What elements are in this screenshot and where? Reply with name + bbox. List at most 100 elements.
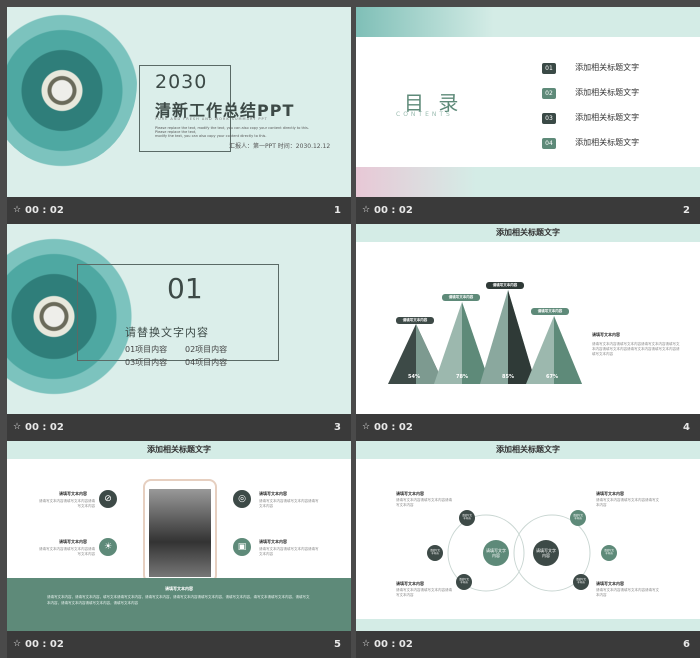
- toc-item[interactable]: 03 添加相关标题文字: [542, 105, 639, 124]
- pyramid-3-shade: [508, 290, 536, 384]
- section-frame: [77, 264, 279, 361]
- feature-circle: ⊘: [99, 490, 117, 508]
- pyramid-percent: 85%: [502, 374, 514, 380]
- center-node-left: [483, 540, 509, 566]
- bottom-panel-text: 请填写文本内容，请填写文本内容，填写文本请填写文本内容，请填写文本内容，请填写文…: [47, 595, 310, 605]
- flower-image: [7, 229, 142, 404]
- toc-item-number: 01: [542, 63, 556, 74]
- center-node-right: [533, 540, 559, 566]
- section-item: 03项目内容: [125, 358, 168, 367]
- slide-5-footer: ☆ 00 : 02 5: [7, 631, 351, 658]
- description-1: Please replace the text, modify the text…: [155, 126, 309, 134]
- toc-subtitle: CONTENTS: [396, 111, 453, 118]
- node-label: 请填写文字内容: [575, 578, 586, 584]
- slide-1-footer: ☆ 00 : 02 1: [7, 197, 351, 224]
- camera-icon: ▣: [237, 542, 247, 552]
- subtitle: PURE AND FRESH AND WORK SUMMARY PPT: [155, 117, 268, 121]
- feature-desc: 请填写文本内容请填写文本内容请填写文本内容: [39, 547, 95, 556]
- toc-item[interactable]: 01 添加相关标题文字: [542, 55, 639, 74]
- section-item: 02项目内容: [185, 345, 228, 354]
- text-block-desc: 请填写文本内容请填写文本内容请填写文本内容: [396, 588, 452, 597]
- feature-desc: 请填写文本内容请填写文本内容请填写文本内容: [259, 547, 319, 556]
- bottom-panel: 请填写文本内容 请填写文本内容，请填写文本内容，填写文本请填写文本内容，请填写文…: [7, 578, 351, 631]
- slide-5-canvas: 添加相关标题文字 ⊘ ☀ ◎ ▣ 请填写文本内容 请填写文本内容请填写文本内容请…: [7, 441, 351, 631]
- slide-timing: 00 : 02: [374, 639, 413, 650]
- feature-circle: ▣: [233, 538, 251, 556]
- slide-4-footer: ☆ 00 : 02 4: [356, 414, 700, 441]
- slide-number: 1: [334, 205, 341, 216]
- ring-right: [513, 514, 591, 592]
- node: [427, 545, 443, 561]
- slide-title: 添加相关标题文字: [356, 441, 700, 459]
- text-block-title: 请填写文本内容: [596, 581, 624, 586]
- year-text: 2030: [155, 71, 208, 93]
- toc-item-label: 添加相关标题文字: [575, 113, 640, 122]
- pyramid-label: 请填写文本内容: [531, 308, 569, 315]
- slide-title: 添加相关标题文字: [356, 224, 700, 242]
- node-label: 请填写文字内容: [603, 549, 614, 555]
- slide-2-footer: ☆ 00 : 02 2: [356, 197, 700, 224]
- pyramid-4-shade: [554, 316, 582, 384]
- star-icon[interactable]: ☆: [13, 422, 22, 432]
- toc-item[interactable]: 02 添加相关标题文字: [542, 80, 639, 99]
- slide-number: 2: [683, 205, 690, 216]
- slide-3-canvas: 01 请替换文字内容 01项目内容 02项目内容 03项目内容 04项目内容: [7, 224, 351, 414]
- slide-timing: 00 : 02: [25, 639, 64, 650]
- bottom-panel-title: 请填写文本内容: [165, 586, 193, 591]
- slide-number: 5: [334, 639, 341, 650]
- node: [601, 545, 617, 561]
- slide-thumbnail-6[interactable]: 添加相关标题文字 请填写文字内容 请填写文字内容 请填写文字内容 请填写文字内容…: [356, 441, 700, 658]
- section-number: 01: [167, 272, 203, 305]
- lightbulb-icon: ☀: [103, 542, 113, 552]
- node-label: 请填写文字内容: [461, 514, 472, 520]
- feature-title: 请填写文本内容: [259, 491, 287, 496]
- no-image-icon: ⊘: [104, 494, 112, 504]
- slide-3-footer: ☆ 00 : 02 3: [7, 414, 351, 441]
- slide-thumbnail-5[interactable]: 添加相关标题文字 ⊘ ☀ ◎ ▣ 请填写文本内容 请填写文本内容请填写文本内容请…: [7, 441, 351, 658]
- text-block-desc: 请填写文本内容请填写文本内容请填写文本内容: [596, 588, 659, 597]
- cycle-diagram: [427, 510, 617, 592]
- slide-title: 添加相关标题文字: [7, 441, 351, 459]
- text-block-title: 请填写文本内容: [596, 491, 624, 496]
- star-icon[interactable]: ☆: [362, 639, 371, 649]
- phone-screen: [149, 489, 211, 577]
- slide-thumbnail-4[interactable]: 添加相关标题文字 请填写文本内容 请填写文本内容 请填写文本内容 请填写文本内容…: [356, 224, 700, 441]
- pyramid-label: 请填写文本内容: [442, 294, 480, 301]
- star-icon[interactable]: ☆: [362, 205, 371, 215]
- pyramid-label: 请填写文本内容: [486, 282, 524, 289]
- center-label: 请填写文字内容: [536, 548, 556, 558]
- side-text-body: 请填写文本内容请填写文本内容请填写文本内容请填写文本内容请填写文本内容请填写文本…: [592, 342, 680, 356]
- pyramid-percent: 54%: [408, 374, 420, 380]
- toc-item[interactable]: 04 添加相关标题文字: [542, 130, 639, 149]
- text-block-title: 请填写文本内容: [396, 581, 424, 586]
- slide-timing: 00 : 02: [374, 205, 413, 216]
- feature-desc: 请填写文本内容请填写文本内容请填写文本内容: [259, 499, 319, 508]
- feature-title: 请填写文本内容: [59, 491, 87, 496]
- toc-item-label: 添加相关标题文字: [575, 138, 640, 147]
- bottom-decor-band: [356, 619, 700, 631]
- slide-number: 3: [334, 422, 341, 433]
- slide-thumbnail-2[interactable]: 目 录 CONTENTS 01 添加相关标题文字 02 添加相关标题文字 03 …: [356, 7, 700, 224]
- bottom-decor-band: [356, 167, 700, 197]
- star-icon[interactable]: ☆: [362, 422, 371, 432]
- star-icon[interactable]: ☆: [13, 205, 22, 215]
- slide-thumbnail-3[interactable]: 01 请替换文字内容 01项目内容 02项目内容 03项目内容 04项目内容 ☆…: [7, 224, 351, 441]
- feature-desc: 请填写文本内容请填写文本内容请填写文本内容: [39, 499, 95, 508]
- section-item: 04项目内容: [185, 358, 228, 367]
- pyramid-label-text: 请填写文本内容: [448, 295, 474, 299]
- node: [573, 574, 589, 590]
- slide-thumbnail-1[interactable]: 2030 清新工作总结PPT PURE AND FRESH AND WORK S…: [7, 7, 351, 224]
- ring-left: [447, 514, 525, 592]
- slide-timing: 00 : 02: [25, 422, 64, 433]
- toc-item-number: 03: [542, 113, 556, 124]
- toc-item-label: 添加相关标题文字: [575, 88, 640, 97]
- toc-title: 目 录: [404, 91, 463, 115]
- pyramid-2-shade: [462, 302, 490, 384]
- pyramid-percent: 78%: [456, 374, 468, 380]
- text-block-title: 请填写文本内容: [396, 491, 424, 496]
- star-icon[interactable]: ☆: [13, 639, 22, 649]
- feature-circle: ☀: [99, 538, 117, 556]
- pyramid-label: 请填写文本内容: [396, 317, 434, 324]
- node: [459, 510, 475, 526]
- toc-item-label: 添加相关标题文字: [575, 63, 640, 72]
